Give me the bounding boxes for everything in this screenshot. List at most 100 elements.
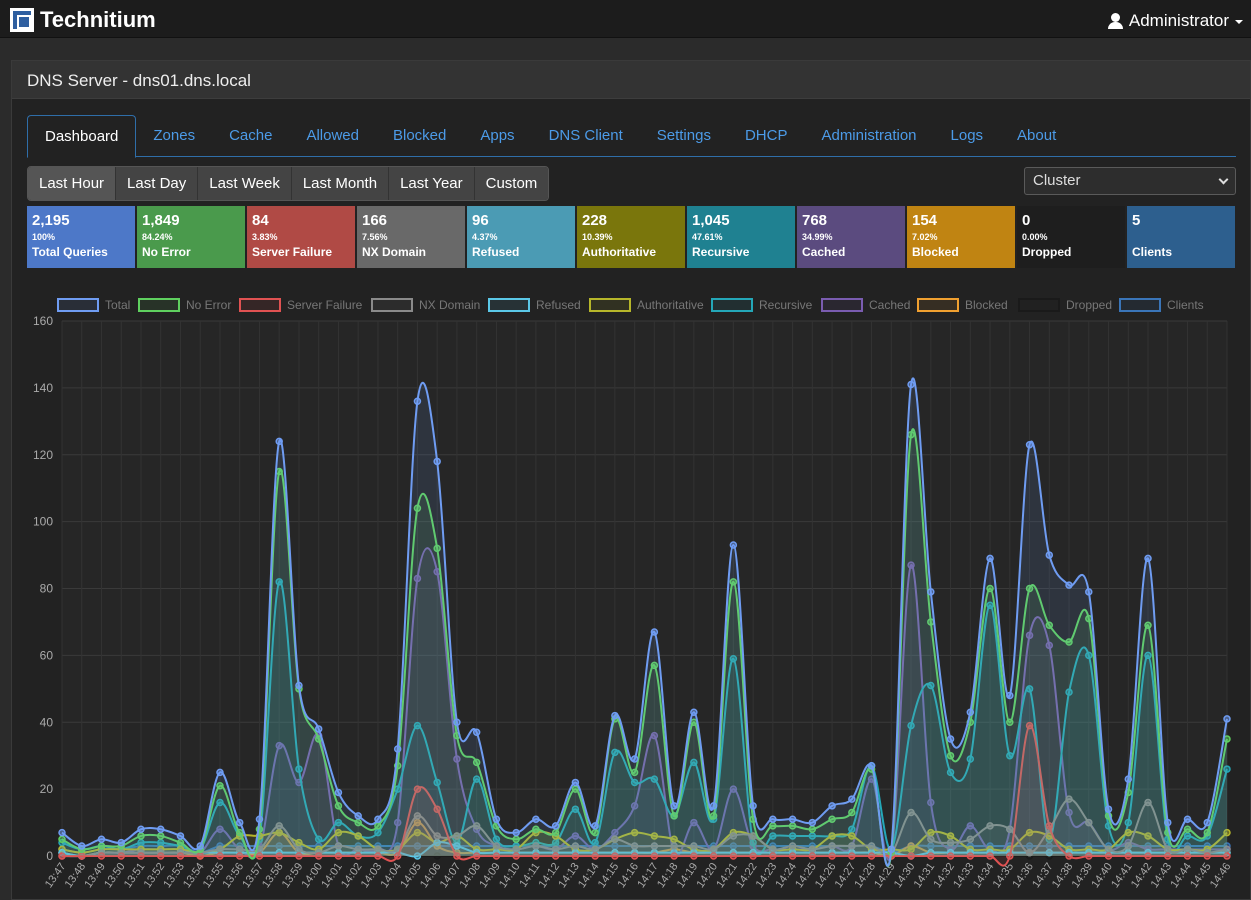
time-range-buttons: Last Hour Last Day Last Week Last Month … <box>27 166 550 201</box>
data-point <box>1104 805 1113 813</box>
legend-swatch <box>138 298 180 312</box>
data-point <box>77 842 86 850</box>
data-point <box>1124 775 1133 783</box>
range-last-hour-button[interactable]: Last Hour <box>28 167 117 200</box>
tab-allowed[interactable]: Allowed <box>306 127 359 144</box>
data-point <box>611 852 619 860</box>
data-point <box>275 578 283 586</box>
data-point <box>1183 825 1192 833</box>
data-point <box>1124 852 1133 860</box>
data-point <box>986 822 994 830</box>
user-menu[interactable]: Administrator <box>1107 11 1243 31</box>
data-point <box>137 825 145 833</box>
data-point <box>472 758 481 767</box>
range-custom-button[interactable]: Custom <box>474 167 549 200</box>
range-last-year-button[interactable]: Last Year <box>389 167 475 200</box>
data-point <box>1025 631 1034 640</box>
range-last-week-button[interactable]: Last Week <box>198 167 292 200</box>
data-point <box>630 842 639 850</box>
tab-apps[interactable]: Apps <box>480 127 515 144</box>
data-point <box>433 852 441 860</box>
tab-administration[interactable]: Administration <box>821 127 917 144</box>
main-tabs: Dashboard Zones Cache Allowed Blocked Ap… <box>27 115 1236 158</box>
legend-label: Clients <box>1167 298 1204 312</box>
data-point <box>1006 691 1014 700</box>
data-point <box>729 578 738 586</box>
data-point <box>946 768 955 777</box>
data-point <box>374 852 382 860</box>
stat-value: 2,195 <box>32 212 70 229</box>
stat-percent <box>1132 232 1230 243</box>
data-point <box>1085 852 1093 860</box>
panel-title: DNS Server - dns01.dns.local <box>12 61 1250 99</box>
data-point <box>1045 848 1054 857</box>
data-point <box>808 852 817 860</box>
tab-dashboard[interactable]: Dashboard <box>27 115 137 158</box>
tab-dhcp[interactable]: DHCP <box>744 127 788 144</box>
data-point <box>966 835 975 844</box>
data-point <box>275 822 283 830</box>
data-point <box>275 852 283 860</box>
data-point <box>907 721 915 730</box>
data-point <box>690 818 698 827</box>
data-point <box>907 852 915 860</box>
legend-label: Dropped <box>1066 298 1112 312</box>
tab-logs[interactable]: Logs <box>950 127 984 144</box>
data-point <box>374 815 382 823</box>
data-point <box>295 765 303 773</box>
data-point <box>334 852 343 860</box>
data-point <box>532 825 540 833</box>
chevron-down-icon <box>1218 174 1229 185</box>
series-line-total <box>61 377 1228 867</box>
tab-about[interactable]: About <box>1017 127 1057 144</box>
data-point <box>630 768 639 777</box>
data-point <box>532 842 540 850</box>
data-point <box>1203 818 1212 827</box>
data-point <box>749 802 757 810</box>
data-point <box>453 852 461 860</box>
stat-value: 84 <box>252 212 269 229</box>
range-last-month-button[interactable]: Last Month <box>291 167 390 200</box>
data-point <box>650 731 659 740</box>
data-point <box>986 852 994 860</box>
brand[interactable]: Technitium <box>10 7 156 33</box>
data-point <box>571 852 580 860</box>
range-last-day-button[interactable]: Last Day <box>116 167 199 200</box>
data-point <box>946 852 955 860</box>
stat-label: NX Domain <box>362 245 427 259</box>
data-point <box>295 852 303 860</box>
data-point <box>927 588 935 596</box>
data-point <box>946 838 955 847</box>
tab-zones[interactable]: Zones <box>153 127 196 144</box>
legend-swatch <box>488 298 530 312</box>
data-point <box>769 815 777 823</box>
data-point <box>117 838 125 847</box>
data-point <box>946 751 955 760</box>
data-point <box>867 842 876 850</box>
series-area-no-error <box>62 429 1227 867</box>
cluster-select[interactable]: Cluster <box>1024 167 1236 195</box>
series-area-cached <box>62 548 1227 860</box>
tab-dns-client[interactable]: DNS Client <box>548 127 623 144</box>
data-point <box>848 852 856 860</box>
data-point <box>1223 828 1231 837</box>
data-point <box>413 828 422 837</box>
data-point <box>630 802 639 810</box>
data-point <box>413 812 422 820</box>
data-point <box>216 768 224 777</box>
tab-blocked[interactable]: Blocked <box>392 127 447 144</box>
data-point <box>334 828 343 837</box>
data-point <box>1025 440 1034 449</box>
tab-cache[interactable]: Cache <box>229 127 273 144</box>
stat-value: 1,849 <box>142 212 180 229</box>
stat-label: Server Failure <box>252 245 333 259</box>
data-point <box>413 504 422 512</box>
data-point <box>630 755 639 763</box>
stat-tile-authoritative: 228 10.39% Authoritative <box>577 206 685 268</box>
data-point <box>97 852 106 860</box>
tab-settings[interactable]: Settings <box>656 127 711 144</box>
data-point <box>433 778 441 787</box>
data-point <box>729 852 738 860</box>
data-point <box>630 778 639 787</box>
y-tick-label: 120 <box>33 448 53 462</box>
